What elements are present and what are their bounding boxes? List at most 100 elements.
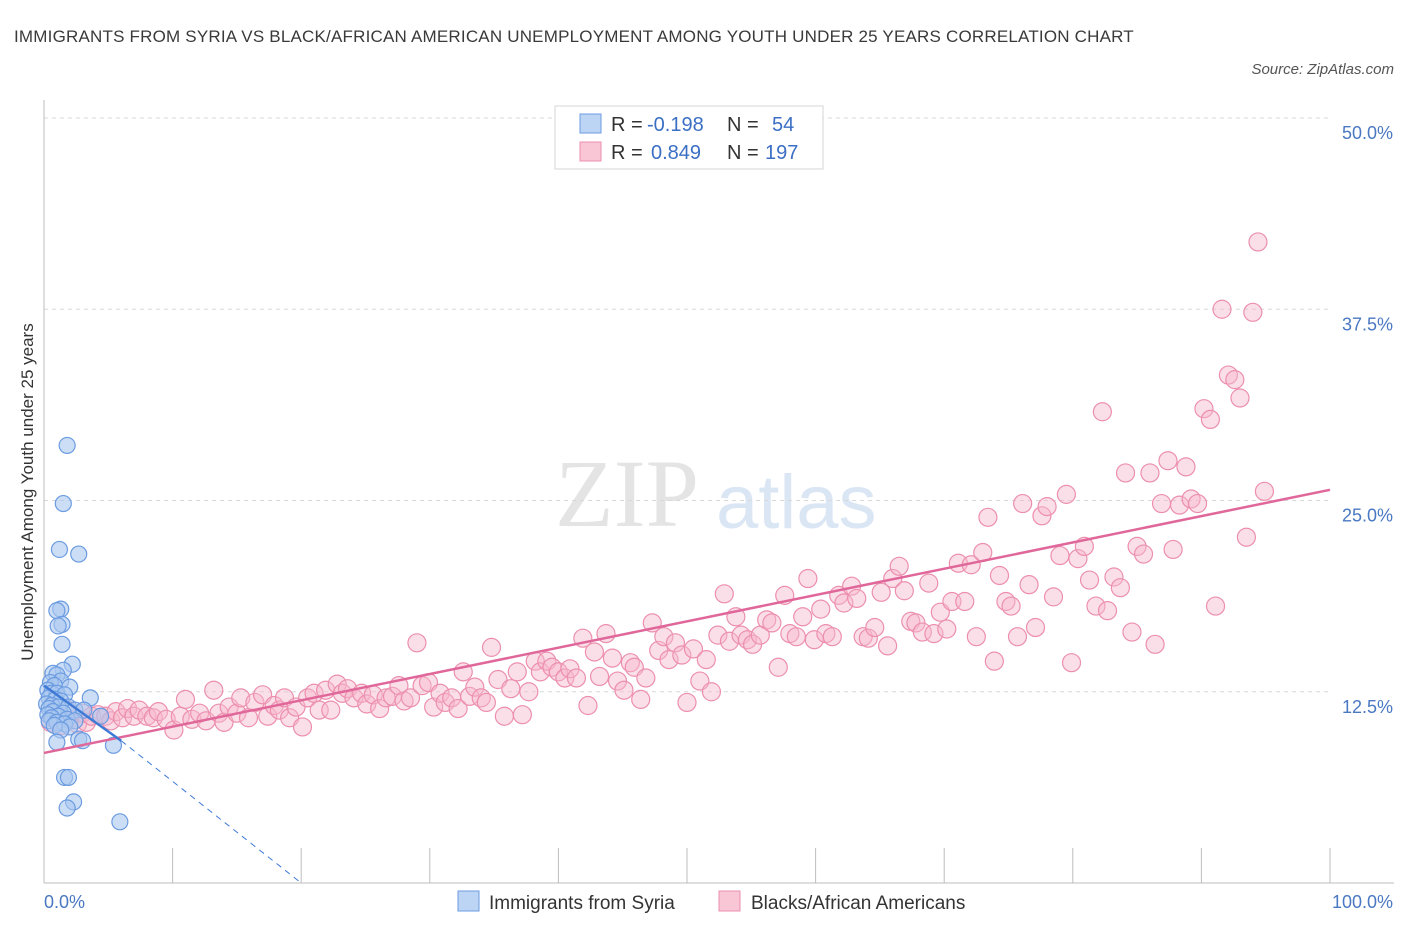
blacks-point-182 xyxy=(1122,622,1142,642)
blacks-point-28 xyxy=(204,680,224,700)
blacks-point-176 xyxy=(1086,596,1106,616)
syria-point-48 xyxy=(48,733,66,751)
blacks-point-130 xyxy=(811,599,831,619)
blacks-point-33 xyxy=(231,688,251,708)
legend-n-label-blacks: N = xyxy=(727,142,759,164)
blacks-point-80 xyxy=(512,705,532,725)
blacks-point-62 xyxy=(407,633,427,653)
legend-n-label-syria: N = xyxy=(727,114,759,136)
blacks-point-175 xyxy=(1079,570,1100,590)
blacks-point-178 xyxy=(1097,601,1118,621)
legend-r-value-blacks: 0.849 xyxy=(651,142,701,164)
syria-point-2 xyxy=(50,540,69,559)
blacks-point-104 xyxy=(654,627,674,647)
blacks-point-195 xyxy=(1200,409,1221,430)
blacks-point-186 xyxy=(1145,634,1165,654)
blacks-point-113 xyxy=(708,625,728,645)
y-tick-label-3: 50.0% xyxy=(1342,123,1393,143)
blacks-point-126 xyxy=(786,627,806,647)
blacks-point-109 xyxy=(683,639,704,659)
blacks-point-171 xyxy=(1056,484,1076,504)
blacks-point-140 xyxy=(871,582,891,602)
blacks-point-141 xyxy=(878,636,898,656)
blacks-point-127 xyxy=(793,607,813,627)
blacks-point-180 xyxy=(1110,578,1130,598)
legend-r-value-syria: -0.198 xyxy=(647,114,704,136)
blacks-point-181 xyxy=(1115,463,1136,483)
blacks-point-24 xyxy=(175,689,196,710)
blacks-point-149 xyxy=(924,624,944,644)
blacks-point-75 xyxy=(481,637,502,657)
bottom-swatch-syria xyxy=(457,890,480,912)
y-tick-label-0: 12.5% xyxy=(1342,697,1393,717)
blacks-point-18 xyxy=(137,706,157,726)
syria-trend-extension xyxy=(120,740,302,884)
blacks-point-72 xyxy=(465,677,485,697)
blacks-point-74 xyxy=(476,692,496,713)
blacks-point-89 xyxy=(566,668,587,688)
blacks-point-167 xyxy=(1032,506,1052,526)
correlation-legend: R = -0.198 N = 54 R = 0.849 N = 197 xyxy=(554,105,824,170)
blacks-point-169 xyxy=(1043,587,1064,607)
legend-n-value-blacks: 197 xyxy=(765,142,798,164)
blacks-point-112 xyxy=(701,682,722,702)
blacks-point-138 xyxy=(858,628,878,648)
syria-point-7 xyxy=(49,617,67,635)
source-label: Source: ZipAtlas.com xyxy=(1251,61,1394,78)
blacks-point-204 xyxy=(1254,481,1275,501)
blacks-point-151 xyxy=(937,619,957,639)
blacks-point-69 xyxy=(448,698,468,719)
blacks-point-158 xyxy=(978,507,998,527)
blacks-point-139 xyxy=(865,617,885,638)
blacks-point-144 xyxy=(894,581,914,601)
blacks-point-201 xyxy=(1236,527,1257,547)
blacks-point-172 xyxy=(1061,653,1082,673)
blacks-point-164 xyxy=(1013,493,1033,514)
x-tick-marks xyxy=(43,848,1331,883)
blacks-point-81 xyxy=(519,682,539,702)
grid-lines xyxy=(44,117,1330,693)
blacks-point-156 xyxy=(966,627,986,647)
y-axis-label: Unemployment Among Youth under 25 years xyxy=(18,323,37,660)
blacks-point-121 xyxy=(757,610,777,630)
legend-swatch-syria xyxy=(579,113,602,134)
y-tick-labels: 12.5% 25.0% 37.5% 50.0% xyxy=(1342,123,1393,717)
syria-point-54 xyxy=(111,813,129,831)
blacks-point-128 xyxy=(798,568,818,589)
blacks-trend-line xyxy=(43,488,1331,755)
syria-point-0 xyxy=(58,436,76,455)
blacks-point-162 xyxy=(1001,596,1021,616)
watermark-atlas: atlas xyxy=(716,460,877,545)
blacks-point-101 xyxy=(636,668,656,688)
blacks-point-97 xyxy=(614,680,634,700)
y-tick-label-1: 25.0% xyxy=(1342,506,1393,526)
blacks-point-61 xyxy=(400,688,421,708)
blacks-point-185 xyxy=(1140,463,1160,483)
blacks-point-160 xyxy=(989,565,1010,586)
x-tick-label-min: 0.0% xyxy=(44,892,85,912)
blacks-point-154 xyxy=(955,591,975,612)
blacks-point-66 xyxy=(430,683,450,703)
syria-point-1 xyxy=(54,494,72,513)
legend-n-value-syria: 54 xyxy=(772,114,794,136)
blacks-point-199 xyxy=(1225,370,1245,390)
blacks-point-77 xyxy=(494,706,514,726)
syria-point-49 xyxy=(104,736,123,754)
bottom-legend-blacks: Blacks/African Americans xyxy=(751,893,965,914)
blacks-point-159 xyxy=(984,651,1004,671)
blacks-point-20 xyxy=(148,702,169,722)
blacks-point-187 xyxy=(1151,493,1172,514)
blacks-point-191 xyxy=(1176,457,1196,477)
chart-title: IMMIGRANTS FROM SYRIA VS BLACK/AFRICAN A… xyxy=(14,27,1134,46)
blacks-point-92 xyxy=(584,642,605,662)
blacks-point-79 xyxy=(507,662,527,682)
blacks-point-93 xyxy=(589,666,610,687)
blacks-point-188 xyxy=(1158,451,1178,471)
blacks-point-202 xyxy=(1243,302,1263,322)
blacks-point-105 xyxy=(659,650,679,670)
blacks-point-87 xyxy=(555,668,575,688)
blacks-point-106 xyxy=(665,633,686,653)
blacks-point-108 xyxy=(677,692,697,713)
blacks-point-46 xyxy=(309,700,329,720)
blacks-point-165 xyxy=(1019,575,1039,595)
